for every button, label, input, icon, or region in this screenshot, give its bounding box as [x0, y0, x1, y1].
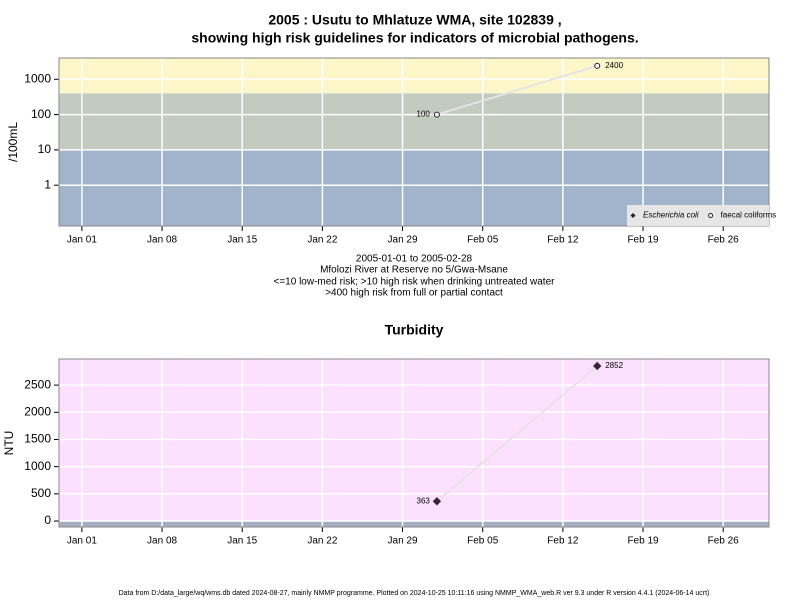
x-tick-label: Jan 08 [147, 235, 177, 246]
legend-label: faecal coliforms [721, 211, 777, 220]
chart-subtitle: showing high risk guidelines for indicat… [191, 30, 638, 46]
y-axis-label: NTU [2, 431, 16, 456]
x-tick-label: Jan 22 [307, 536, 337, 547]
data-point [432, 497, 442, 506]
data-label: 2852 [605, 361, 623, 370]
data-point [593, 361, 602, 371]
note: 2005-01-01 to 2005-02-28 [356, 254, 473, 265]
data-point [594, 62, 601, 69]
plot-frame [58, 57, 770, 227]
y-axis-label: /100mL [6, 122, 20, 162]
data-label: 363 [417, 496, 431, 505]
legend-marker [708, 213, 714, 218]
y-tick-label: 1500 [24, 432, 51, 446]
x-tick-label: Jan 01 [67, 235, 97, 246]
x-tick-label: Jan 08 [147, 536, 177, 547]
y-tick-label: 2000 [24, 404, 51, 418]
y-tick-label: 100 [31, 107, 51, 121]
x-tick-label: Feb 12 [547, 536, 579, 547]
y-tick-label: 500 [31, 486, 51, 500]
legend-marker [630, 213, 636, 218]
y-tick-label: 0 [44, 513, 51, 527]
y-tick-label: 10 [38, 142, 52, 156]
plot-frame [58, 358, 770, 528]
legend-marker [708, 213, 714, 218]
x-tick-label: Jan 15 [227, 536, 257, 547]
legend-box [627, 205, 769, 226]
data-label: 2400 [605, 61, 623, 70]
x-tick-label: Jan 29 [388, 235, 418, 246]
x-tick-label: Jan 15 [227, 235, 257, 246]
legend-marker [630, 213, 636, 218]
data-line [436, 365, 598, 503]
note: Mfolozi River at Reserve no 5/Gwa-Msane [320, 265, 508, 276]
data-label: 100 [417, 110, 431, 119]
note: >400 high risk from full or partial cont… [325, 288, 503, 299]
footer: Data from D:/data_large/wq/wms.db dated … [119, 590, 710, 597]
x-tick-label: Jan 22 [307, 235, 337, 246]
x-tick-label: Feb 19 [627, 235, 659, 246]
risk-band [59, 521, 769, 527]
x-tick-label: Jan 01 [67, 536, 97, 547]
x-tick-label: Feb 26 [708, 235, 740, 246]
note: <=10 low-med risk; >10 high risk when dr… [274, 277, 556, 288]
risk-band [59, 93, 769, 150]
y-tick-label: 1000 [24, 459, 51, 473]
y-tick-label: 1000 [24, 71, 51, 85]
x-tick-label: Jan 29 [388, 536, 418, 547]
x-tick-label: Feb 05 [467, 235, 499, 246]
risk-band [59, 58, 769, 94]
data-point [433, 111, 440, 118]
x-tick-label: Feb 12 [547, 235, 579, 246]
chart-title: 2005 : Usutu to Mhlatuze WMA, site 10283… [268, 12, 561, 28]
y-tick-label: 2500 [24, 377, 51, 391]
chart-title: Turbidity [385, 322, 444, 338]
x-tick-label: Feb 19 [627, 536, 659, 547]
y-tick-label: 1 [44, 177, 51, 191]
legend-label: Escherichia coli [643, 211, 699, 220]
x-tick-label: Feb 26 [708, 536, 740, 547]
data-line [436, 64, 598, 116]
x-tick-label: Feb 05 [467, 536, 499, 547]
